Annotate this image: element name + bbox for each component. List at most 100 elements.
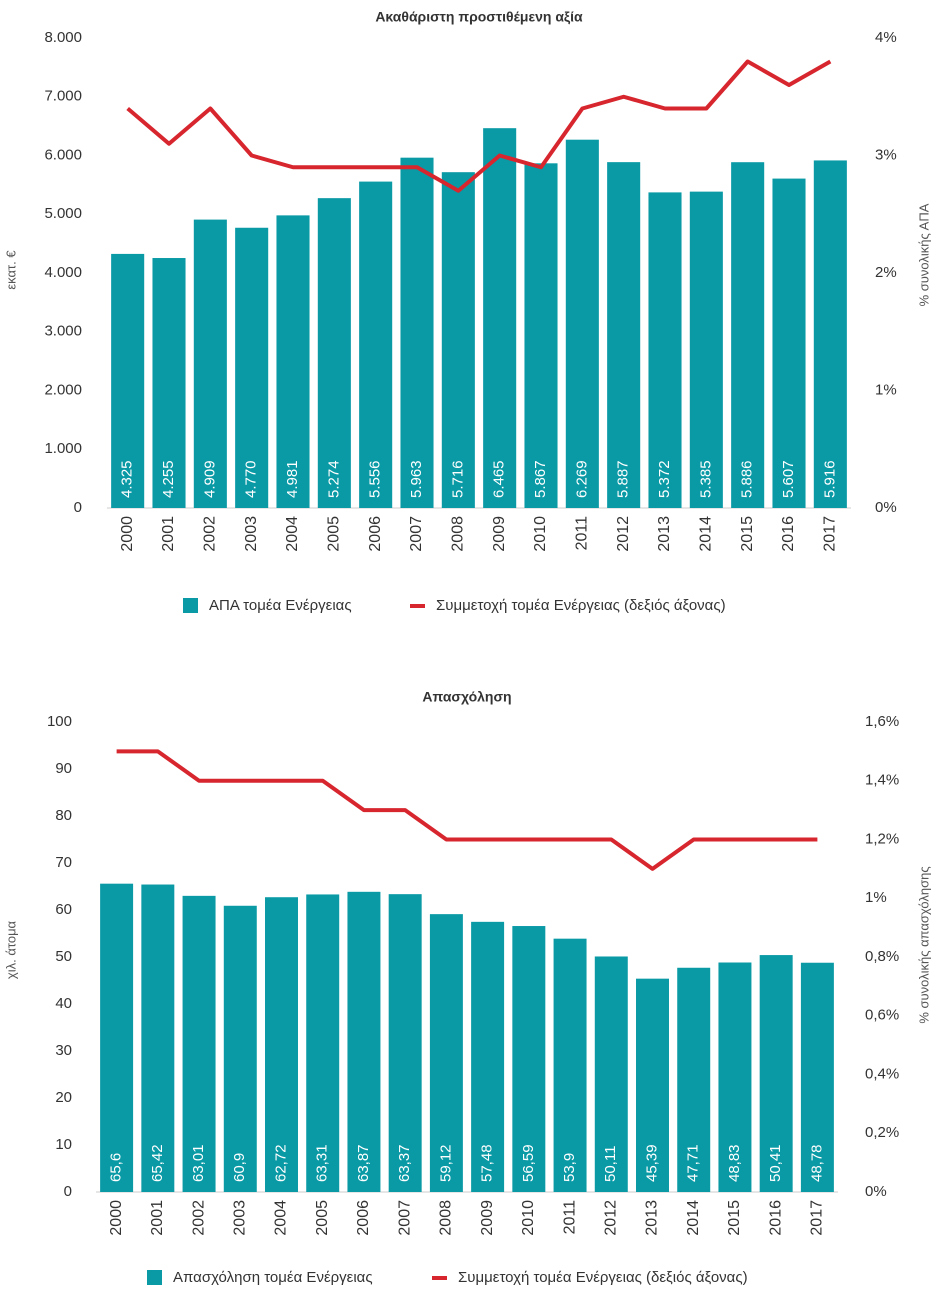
x-tick-label: 2001 [160,516,177,552]
y-tick-label: 7.000 [44,88,82,105]
y-tick-label: 40 [55,995,72,1012]
bar [223,905,257,1192]
x-tick-label: 2012 [615,516,632,552]
x-tick-label: 2011 [561,1200,578,1235]
bar [800,962,834,1192]
x-tick-label: 2000 [108,1200,125,1236]
bar [306,894,340,1192]
bar-value-label: 4.770 [243,460,260,498]
x-tick-label: 2015 [739,516,756,552]
bar [524,163,558,508]
y2-tick-label: 0,2% [865,1124,899,1141]
bar [347,891,381,1192]
y-tick-label: 5.000 [44,205,82,222]
bar [441,172,475,508]
y-tick-label: 100 [47,713,72,730]
legend-swatch [147,1270,162,1285]
y-tick-label: 80 [55,807,72,824]
y-tick-label: 0 [74,499,82,516]
bar [772,178,806,508]
bar [276,215,310,508]
x-tick-label: 2014 [685,1200,702,1236]
bar [565,139,599,509]
y-axis-label: χιλ. άτομα [3,920,18,979]
bar-value-label: 4.255 [160,460,177,498]
bar-value-label: 5.607 [780,460,797,498]
bar-value-label: 65,42 [149,1144,166,1182]
y2-tick-label: 2% [875,264,897,281]
bar-value-label: 6.269 [573,460,590,498]
bar [607,162,641,509]
y-tick-label: 20 [55,1089,72,1106]
y-tick-label: 30 [55,1042,72,1059]
legend-label: Συμμετοχή τομέα Ενέργειας (δεξιός άξονας… [436,597,726,614]
bar [400,157,434,508]
x-tick-label: 2007 [408,516,425,552]
bar-value-label: 5.916 [821,460,838,498]
x-tick-label: 2001 [149,1200,166,1236]
bar [689,191,723,508]
bar-value-label: 48,83 [726,1144,743,1182]
x-tick-label: 2000 [119,516,136,552]
bar-value-label: 5.372 [656,460,673,498]
y2-axis-label: % συνολικής ΑΠΑ [916,203,931,306]
chart-title: Απασχόληση [422,689,511,705]
bar-value-label: 60,9 [231,1153,248,1182]
bar [265,897,298,1192]
legend-swatch [183,598,198,613]
bar-value-label: 5.716 [449,460,466,498]
y2-tick-label: 1% [865,889,887,906]
bar-value-label: 56,59 [520,1144,537,1182]
bar [235,227,269,508]
y2-tick-label: 0,6% [865,1007,899,1024]
bar-value-label: 50,11 [602,1146,619,1182]
bar [636,978,669,1192]
y-tick-label: 50 [55,948,72,965]
x-tick-label: 2004 [273,1200,290,1236]
y-axis-label: εκατ. € [3,250,18,290]
bar-value-label: 65,6 [108,1153,125,1182]
bar-value-label: 57,48 [479,1144,496,1182]
bar-value-label: 5.963 [408,460,425,498]
y2-tick-label: 1,6% [865,713,899,730]
y2-tick-label: 0% [865,1183,887,1200]
y-tick-label: 2.000 [44,381,82,398]
y-tick-label: 70 [55,854,72,871]
y2-tick-label: 1,4% [865,772,899,789]
x-tick-label: 2017 [809,1200,826,1236]
bar-value-label: 48,78 [808,1144,825,1182]
bar [813,160,847,508]
y2-tick-label: 0,8% [865,948,899,965]
chart-title: Ακαθάριστη προστιθέμενη αξία [375,9,583,25]
legend-label: Συμμετοχή τομέα Ενέργειας (δεξιός άξονας… [458,1269,748,1286]
x-tick-label: 2002 [190,1200,207,1236]
x-tick-label: 2008 [438,1200,455,1236]
bar-value-label: 4.325 [119,460,136,498]
y-tick-label: 3.000 [44,323,82,340]
bar [152,258,186,508]
y-tick-label: 10 [55,1136,72,1153]
x-tick-label: 2007 [396,1200,413,1236]
bar [483,128,517,508]
bar [141,884,175,1192]
bar-value-label: 4.909 [201,460,218,498]
bar-value-label: 47,71 [685,1144,702,1182]
x-tick-label: 2002 [202,516,219,552]
bar-value-label: 63,37 [396,1144,413,1182]
bar [731,162,765,508]
bar [111,253,145,508]
x-tick-label: 2010 [520,1200,537,1236]
bar-value-label: 59,12 [437,1144,454,1182]
bar [182,895,216,1192]
bar-value-label: 63,01 [190,1144,207,1182]
x-tick-label: 2005 [326,516,343,552]
bar-value-label: 62,72 [272,1144,289,1182]
x-tick-label: 2016 [767,1200,784,1236]
bar [317,198,351,508]
x-tick-label: 2011 [574,516,591,551]
bar [359,181,393,508]
x-tick-label: 2009 [491,516,508,552]
x-tick-label: 2008 [450,516,467,552]
x-tick-label: 2013 [656,516,673,552]
